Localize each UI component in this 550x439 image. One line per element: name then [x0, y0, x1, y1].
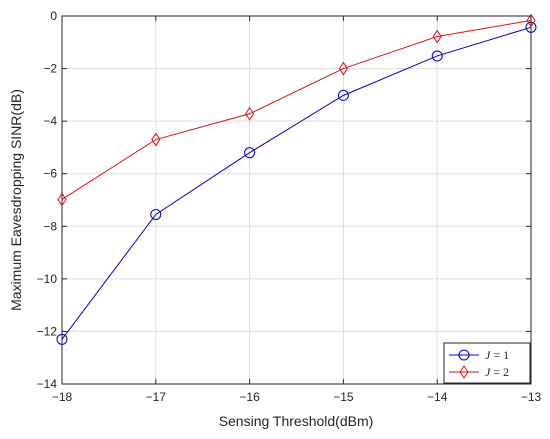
diamond-marker	[151, 132, 161, 147]
legend-marker	[458, 349, 470, 361]
legend-item-2: J = 2	[449, 365, 509, 379]
y-tick-label: 0	[50, 9, 57, 23]
y-tick-label: −12	[37, 324, 58, 338]
y-tick-label: −10	[37, 272, 58, 286]
diamond-marker	[432, 29, 442, 44]
data-series	[56, 13, 537, 345]
y-tick-label: −8	[43, 219, 57, 233]
legend-marker	[459, 365, 469, 379]
x-tick-label: −16	[239, 390, 260, 404]
circle-marker	[244, 147, 256, 159]
x-axis-label: Sensing Threshold(dBm)	[219, 413, 374, 429]
diamond-marker	[526, 13, 536, 28]
plot-area-background	[62, 16, 531, 384]
axes: −18 −17 −16 −15 −14 −13 −14 −12 −10 −8 −6 −4 −2 0	[37, 9, 542, 404]
y-tick-label: −2	[43, 62, 57, 76]
circle-marker	[337, 89, 349, 101]
series-2	[57, 13, 536, 207]
series-line	[61, 26, 532, 340]
legend-box	[443, 342, 531, 384]
x-tick-label: −18	[52, 390, 73, 404]
x-tick-label: −13	[521, 390, 542, 404]
x-tick-label: −14	[427, 390, 448, 404]
series-line	[61, 19, 532, 200]
axes-box	[61, 15, 532, 385]
legend-item-1: J = 1	[449, 348, 509, 362]
diamond-marker	[338, 61, 349, 76]
x-tick-label: −15	[333, 390, 354, 404]
y-tick-label: −4	[43, 114, 57, 128]
diamond-marker	[57, 192, 67, 207]
circle-marker	[431, 50, 443, 62]
y-tick-label: −6	[43, 167, 57, 181]
x-tick-label: −17	[146, 390, 167, 404]
legend-label: J = 1	[485, 348, 509, 362]
y-tick-label: −14	[37, 377, 58, 391]
legend: J = 1 J = 2	[443, 342, 531, 384]
series-1	[56, 21, 537, 345]
circle-marker	[525, 21, 537, 33]
y-axis-label: Maximum Eavesdropping SINR(dB)	[8, 89, 24, 311]
diamond-marker	[244, 106, 255, 121]
circle-marker	[150, 208, 162, 220]
circle-marker	[56, 333, 68, 345]
legend-label: J = 2	[485, 365, 509, 379]
